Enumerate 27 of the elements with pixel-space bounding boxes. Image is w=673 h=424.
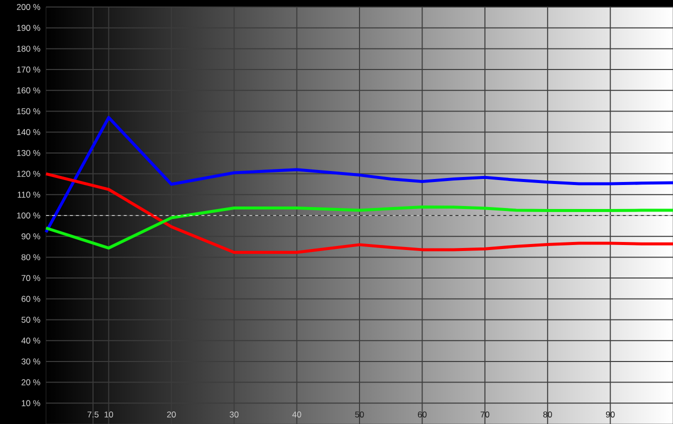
- y-tick-label: 10 %: [22, 400, 40, 406]
- x-tick-label: 30: [230, 411, 238, 418]
- y-tick-label: 130 %: [17, 150, 40, 156]
- y-tick-label: 70 %: [22, 275, 40, 282]
- y-tick-label: 190 %: [17, 24, 40, 31]
- y-tick-label: 160 %: [17, 87, 40, 94]
- y-tick-label: 40 %: [21, 338, 40, 344]
- y-tick-label: 120 %: [17, 170, 40, 177]
- y-tick-label: 200 %: [16, 4, 40, 10]
- y-tick-label: 50 %: [22, 316, 40, 323]
- y-tick-label: 150 %: [17, 108, 40, 114]
- y-tick-label: 140 %: [17, 129, 40, 136]
- line-series: [44, 116, 673, 234]
- y-tick-label: 20 %: [22, 379, 40, 386]
- y-tick-label: 60 %: [22, 296, 40, 302]
- y-tick-label: 100 %: [17, 212, 40, 218]
- x-tick-label: 7.5: [88, 412, 99, 418]
- y-tick-label: 90 %: [22, 233, 40, 240]
- y-tick-label: 180 %: [17, 46, 40, 52]
- y-tick-label: 170 %: [17, 66, 40, 73]
- line-series: [44, 172, 673, 254]
- x-tick-label: 10: [104, 411, 114, 418]
- y-tick-label: 110 %: [18, 192, 40, 198]
- x-tick-label: 40: [292, 411, 302, 418]
- y-tick-label: 30 %: [22, 358, 40, 364]
- y-tick-label: 80 %: [22, 254, 40, 260]
- x-tick-label: 20: [167, 411, 176, 418]
